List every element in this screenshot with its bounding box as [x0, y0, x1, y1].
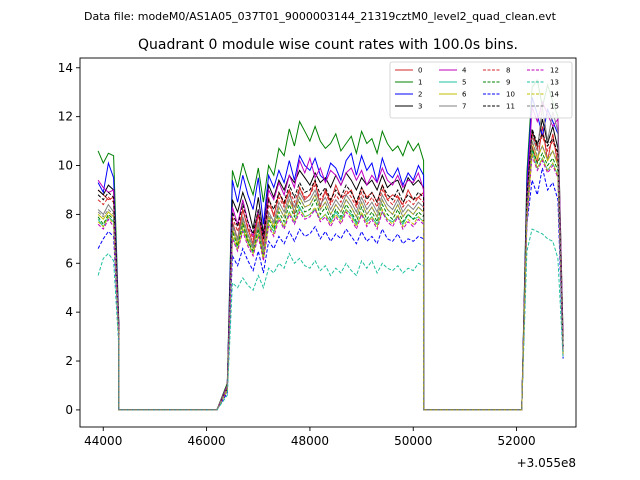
- axes-frame: [79, 57, 577, 428]
- plot-lines: [97, 78, 564, 411]
- y-tick-label: 10: [58, 159, 73, 173]
- y-tick-label: 2: [65, 354, 73, 368]
- legend-label-11: 11: [506, 103, 515, 111]
- x-axis-offset-label: +3.055e8: [517, 456, 576, 470]
- legend-label-5: 5: [462, 79, 466, 87]
- legend-label-0: 0: [418, 67, 422, 75]
- legend-label-12: 12: [550, 67, 559, 75]
- legend-label-13: 13: [550, 79, 559, 87]
- legend-label-14: 14: [550, 91, 559, 99]
- legend-label-15: 15: [550, 103, 559, 111]
- x-tick-label: 52000: [497, 434, 535, 448]
- figure-suptitle: Data file: modeM0/AS1A05_037T01_90000031…: [84, 10, 557, 23]
- series-line-15: [97, 140, 564, 411]
- legend-label-7: 7: [462, 103, 466, 111]
- x-tick-label: 50000: [394, 434, 432, 448]
- x-axis-ticks: 44000 46000 48000 50000 52000: [84, 427, 536, 448]
- x-tick-label: 44000: [84, 434, 122, 448]
- legend-label-2: 2: [418, 91, 422, 99]
- legend-label-9: 9: [506, 79, 510, 87]
- legend-label-6: 6: [462, 91, 467, 99]
- legend-label-1: 1: [418, 79, 422, 87]
- y-tick-label: 6: [65, 256, 73, 270]
- legend-box: [389, 61, 573, 119]
- chart-title: Quadrant 0 module wise count rates with …: [138, 37, 518, 53]
- y-tick-label: 0: [65, 403, 73, 417]
- legend-label-3: 3: [418, 103, 422, 111]
- y-tick-label: 4: [65, 305, 73, 319]
- x-tick-label: 48000: [291, 434, 329, 448]
- legend-label-4: 4: [462, 67, 467, 75]
- y-tick-label: 14: [58, 61, 73, 75]
- x-tick-label: 46000: [187, 434, 225, 448]
- y-tick-label: 12: [58, 110, 73, 124]
- legend-label-10: 10: [506, 91, 515, 99]
- legend-label-8: 8: [506, 67, 510, 75]
- y-axis-ticks: 0 2 4 6 8 10 12 14: [58, 61, 80, 417]
- y-tick-label: 8: [65, 207, 73, 221]
